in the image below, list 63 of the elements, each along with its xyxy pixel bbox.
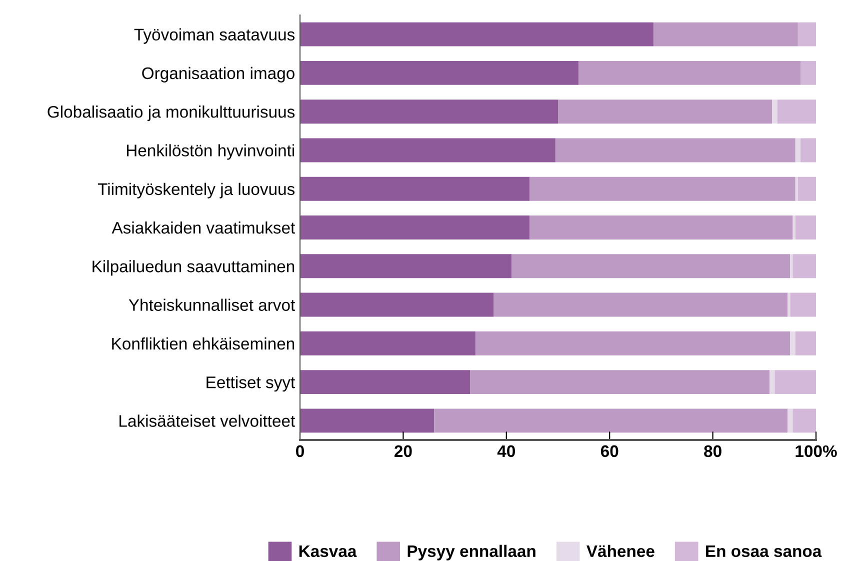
y-tick-label: Organisaation imago [142, 66, 294, 82]
bar [788, 292, 790, 317]
bar [788, 408, 793, 433]
bar [790, 292, 816, 317]
bar [795, 138, 801, 162]
y-tick-label: Kilpailuedun saavuttaminen [92, 260, 294, 276]
y-tick-label: Työvoiman saatavuus [134, 28, 295, 44]
bar [300, 100, 558, 124]
bar [800, 138, 816, 162]
bar [300, 370, 470, 394]
bar [300, 292, 494, 317]
bar [555, 138, 796, 162]
x-tick-label: 20 [394, 445, 412, 458]
y-tick-label: Tiimityöskentely ja luovuus [98, 182, 295, 198]
y-tick-label: Yhteiskunnalliset arvot [128, 298, 296, 311]
legend-label: Vähenee [586, 544, 654, 558]
y-tick-label: Asiakkaiden vaatimukset [112, 221, 296, 234]
x-tick-label: 80 [704, 445, 722, 458]
bar [777, 100, 816, 124]
bar [530, 176, 796, 201]
bar [772, 100, 778, 124]
bar [792, 216, 796, 240]
legend-label: En osaa sanoa [706, 545, 822, 558]
bar [800, 60, 816, 85]
y-tick-label: Eettiset syyt [206, 376, 296, 392]
bar [475, 331, 790, 356]
x-tick-label: 60 [600, 445, 618, 458]
bar [300, 216, 530, 240]
bar [578, 60, 801, 85]
bar [653, 22, 798, 46]
bar [300, 408, 434, 433]
bar [300, 254, 512, 278]
bar [494, 292, 788, 317]
bar [798, 176, 816, 201]
bar [792, 254, 816, 278]
bar [795, 216, 816, 240]
bar [530, 216, 793, 240]
legend-label: Kasvaa [299, 545, 357, 558]
y-tick-label: Globalisaatio ja monikulttuurisuus [48, 106, 295, 122]
y-tick-label: Konfliktien ehkäiseminen [112, 337, 294, 350]
bar [790, 331, 796, 356]
bar [770, 370, 775, 394]
bar [790, 254, 793, 278]
y-tick-label: Henkilöstön hyvinvointi [126, 144, 294, 160]
bar [795, 176, 798, 201]
bar [795, 331, 816, 356]
bar [558, 100, 772, 124]
bar [798, 22, 816, 46]
bar [300, 138, 556, 162]
bar [434, 408, 788, 433]
bar [470, 370, 770, 394]
bar [300, 60, 579, 85]
y-tick-label: Lakisääteiset velvoitteet [120, 414, 296, 427]
bar [774, 370, 816, 394]
x-tick-label: 40 [497, 445, 515, 458]
bar [300, 176, 530, 201]
bar [792, 408, 816, 433]
bar [300, 22, 654, 46]
x-tick-label: 100% [796, 445, 837, 458]
x-tick-label: 0 [296, 445, 304, 458]
bar [300, 331, 476, 356]
legend-label: Pysyy ennallaan [408, 544, 536, 560]
bar [512, 254, 790, 278]
